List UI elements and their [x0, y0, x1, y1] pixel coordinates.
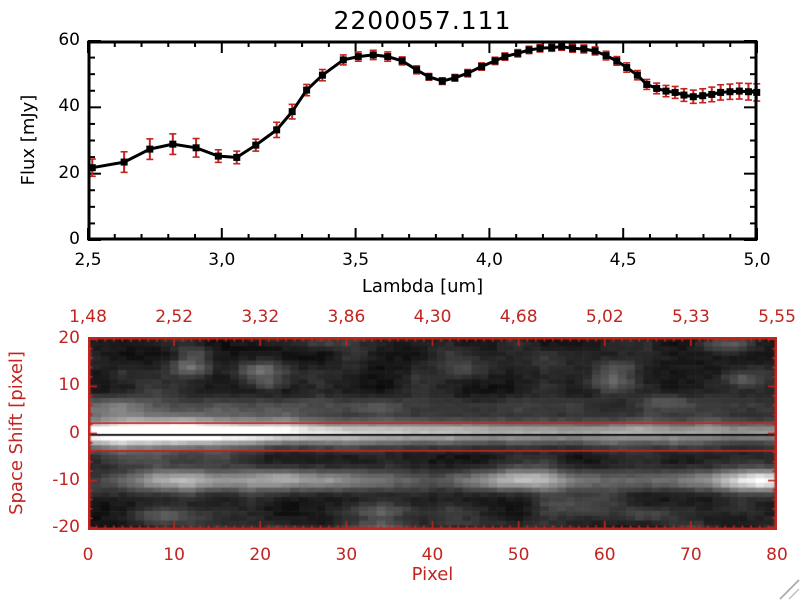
wavelength-top-tick-label: 3,86 — [327, 307, 366, 327]
spectral-image-canvas — [88, 337, 777, 530]
bottom-plot-xtick-label: 30 — [335, 545, 358, 565]
wavelength-top-tick-label: 4,30 — [413, 307, 452, 327]
resize-handle-icon[interactable] — [776, 576, 800, 600]
page-title: 2200057.111 — [333, 6, 512, 35]
bottom-plot-xtick-label: 40 — [421, 545, 444, 565]
top-plot-ytick-label: 20 — [58, 162, 80, 183]
top-plot-ytick-label: 60 — [58, 30, 80, 50]
top-plot-xtick-label: 2,5 — [74, 250, 102, 270]
bottom-plot-ytick-label: 0 — [69, 422, 80, 443]
wavelength-top-tick-label: 4,68 — [499, 307, 538, 327]
bottom-plot-xtick-label: 10 — [163, 545, 185, 565]
bottom-plot-ytick-label: 10 — [58, 375, 80, 396]
bottom-plot-xtick-label: 50 — [507, 545, 530, 565]
top-plot-ytick-label: 0 — [69, 229, 80, 249]
bottom-plot-xtick-label: 60 — [593, 545, 616, 565]
top-plot-xtick-label: 4,5 — [609, 250, 637, 270]
wavelength-top-tick-label: 5,02 — [585, 307, 624, 327]
bottom-plot-xtick-label: 80 — [766, 545, 788, 565]
space-shift-axis-label: Space Shift [pixel] — [6, 351, 27, 515]
bottom-plot-ytick-label: 20 — [58, 328, 80, 349]
spectrum-plot — [87, 40, 761, 241]
top-plot-xtick-label: 3,0 — [208, 250, 236, 270]
top-plot-ytick-label: 40 — [58, 96, 80, 117]
lambda-axis-label: Lambda [um] — [361, 276, 484, 297]
top-plot-xtick-label: 5,0 — [743, 250, 771, 270]
wavelength-top-tick-label: 1,48 — [69, 307, 107, 327]
wavelength-top-tick-label: 3,32 — [241, 307, 280, 327]
wavelength-top-tick-label: 5,33 — [671, 307, 710, 327]
pixel-axis-label: Pixel — [411, 564, 454, 585]
bottom-plot-xtick-label: 20 — [249, 545, 272, 565]
bottom-plot-xtick-label: 0 — [82, 545, 94, 565]
bottom-plot-ytick-label: -10 — [52, 469, 80, 490]
top-plot-xtick-label: 3,5 — [342, 250, 370, 270]
wavelength-top-tick-label: 5,55 — [758, 307, 796, 327]
wavelength-top-tick-label: 2,52 — [155, 307, 194, 327]
bottom-plot-ytick-label: -20 — [52, 516, 80, 537]
top-plot-xtick-label: 4,0 — [475, 250, 503, 270]
bottom-plot-xtick-label: 70 — [680, 545, 702, 565]
